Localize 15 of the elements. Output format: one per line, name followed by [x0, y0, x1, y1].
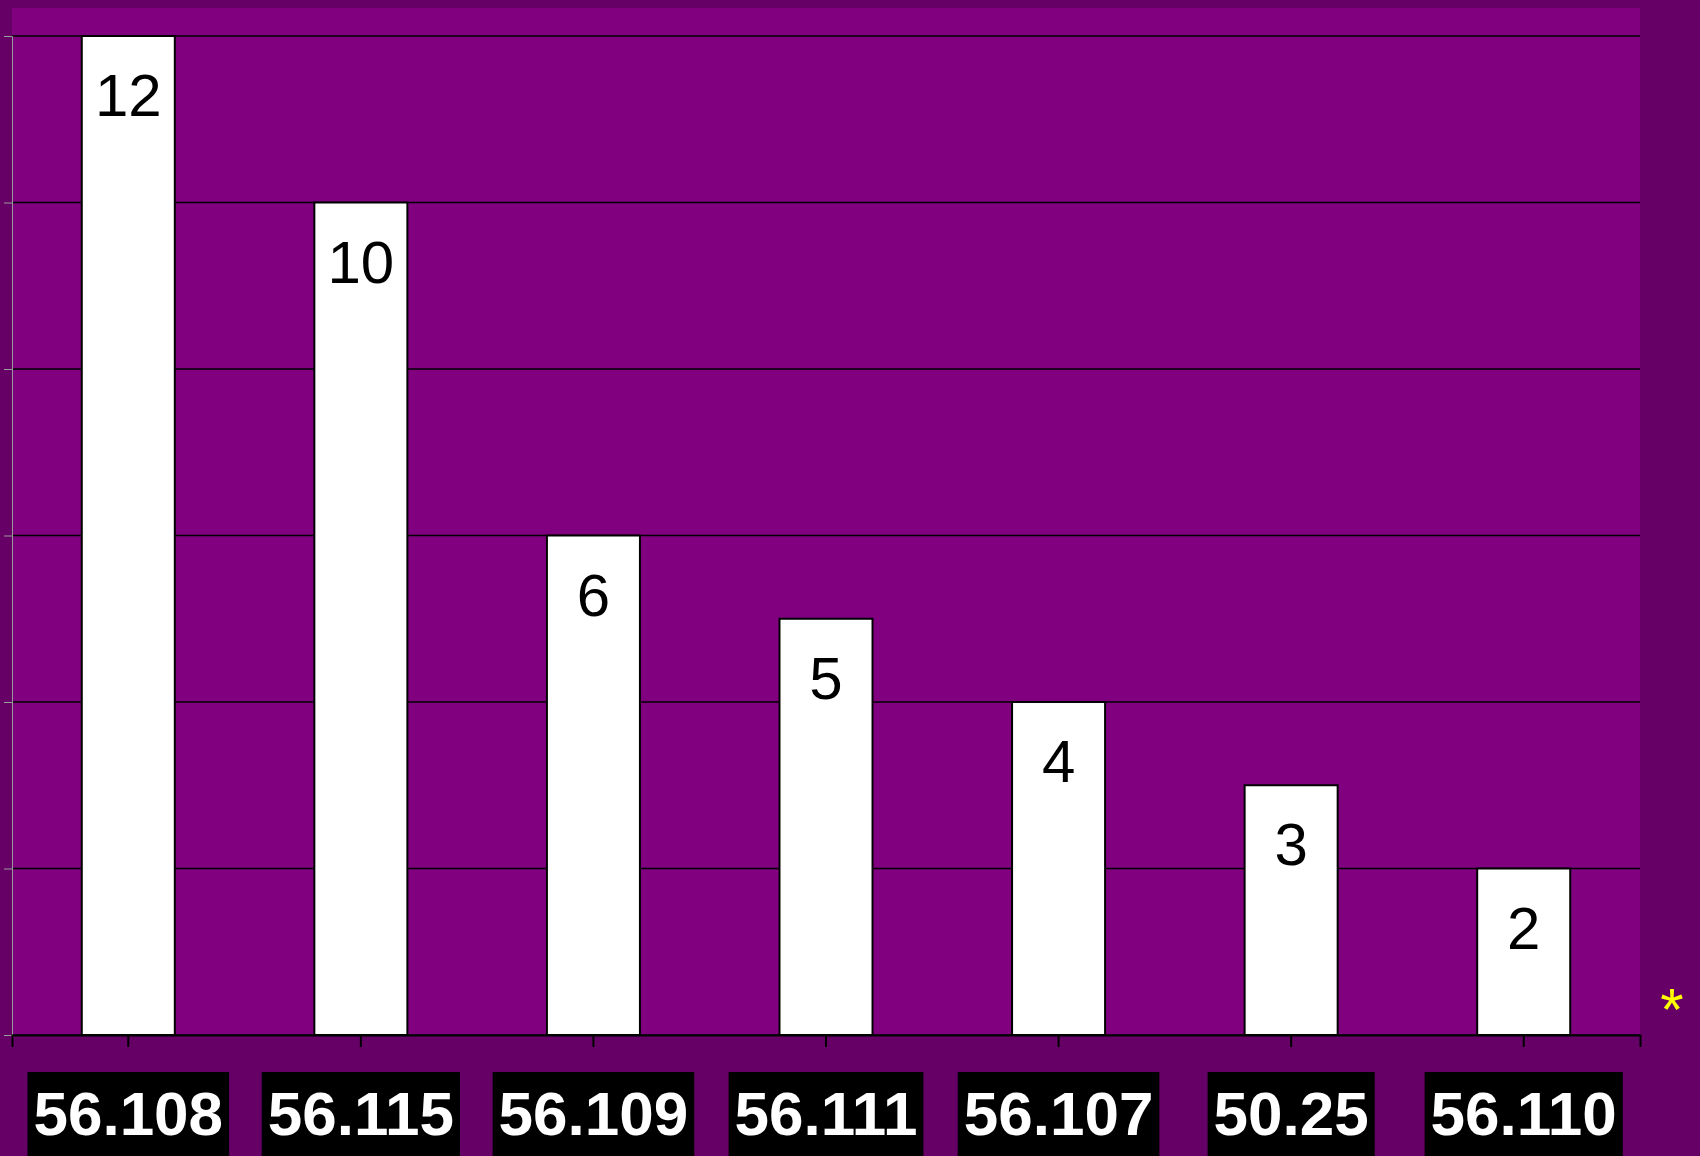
x-tick-label: 50.25 [1213, 1079, 1369, 1148]
data-label: 12 [94, 62, 162, 129]
data-label: 2 [1507, 894, 1541, 962]
x-tick-label: 56.108 [33, 1079, 224, 1148]
x-tick-label: 56.110 [1430, 1079, 1617, 1148]
data-label: 10 [327, 228, 395, 296]
data-label: 4 [1041, 728, 1076, 795]
data-label: 6 [576, 561, 611, 629]
x-tick-label: 56.111 [734, 1079, 918, 1148]
data-label: 3 [1274, 811, 1308, 879]
x-tick-label: 56.107 [963, 1079, 1154, 1148]
x-tick-label: 56.115 [267, 1079, 454, 1148]
text: * [1660, 976, 1684, 1043]
data-label: 5 [809, 644, 843, 712]
x-tick-label: 56.109 [498, 1079, 689, 1148]
